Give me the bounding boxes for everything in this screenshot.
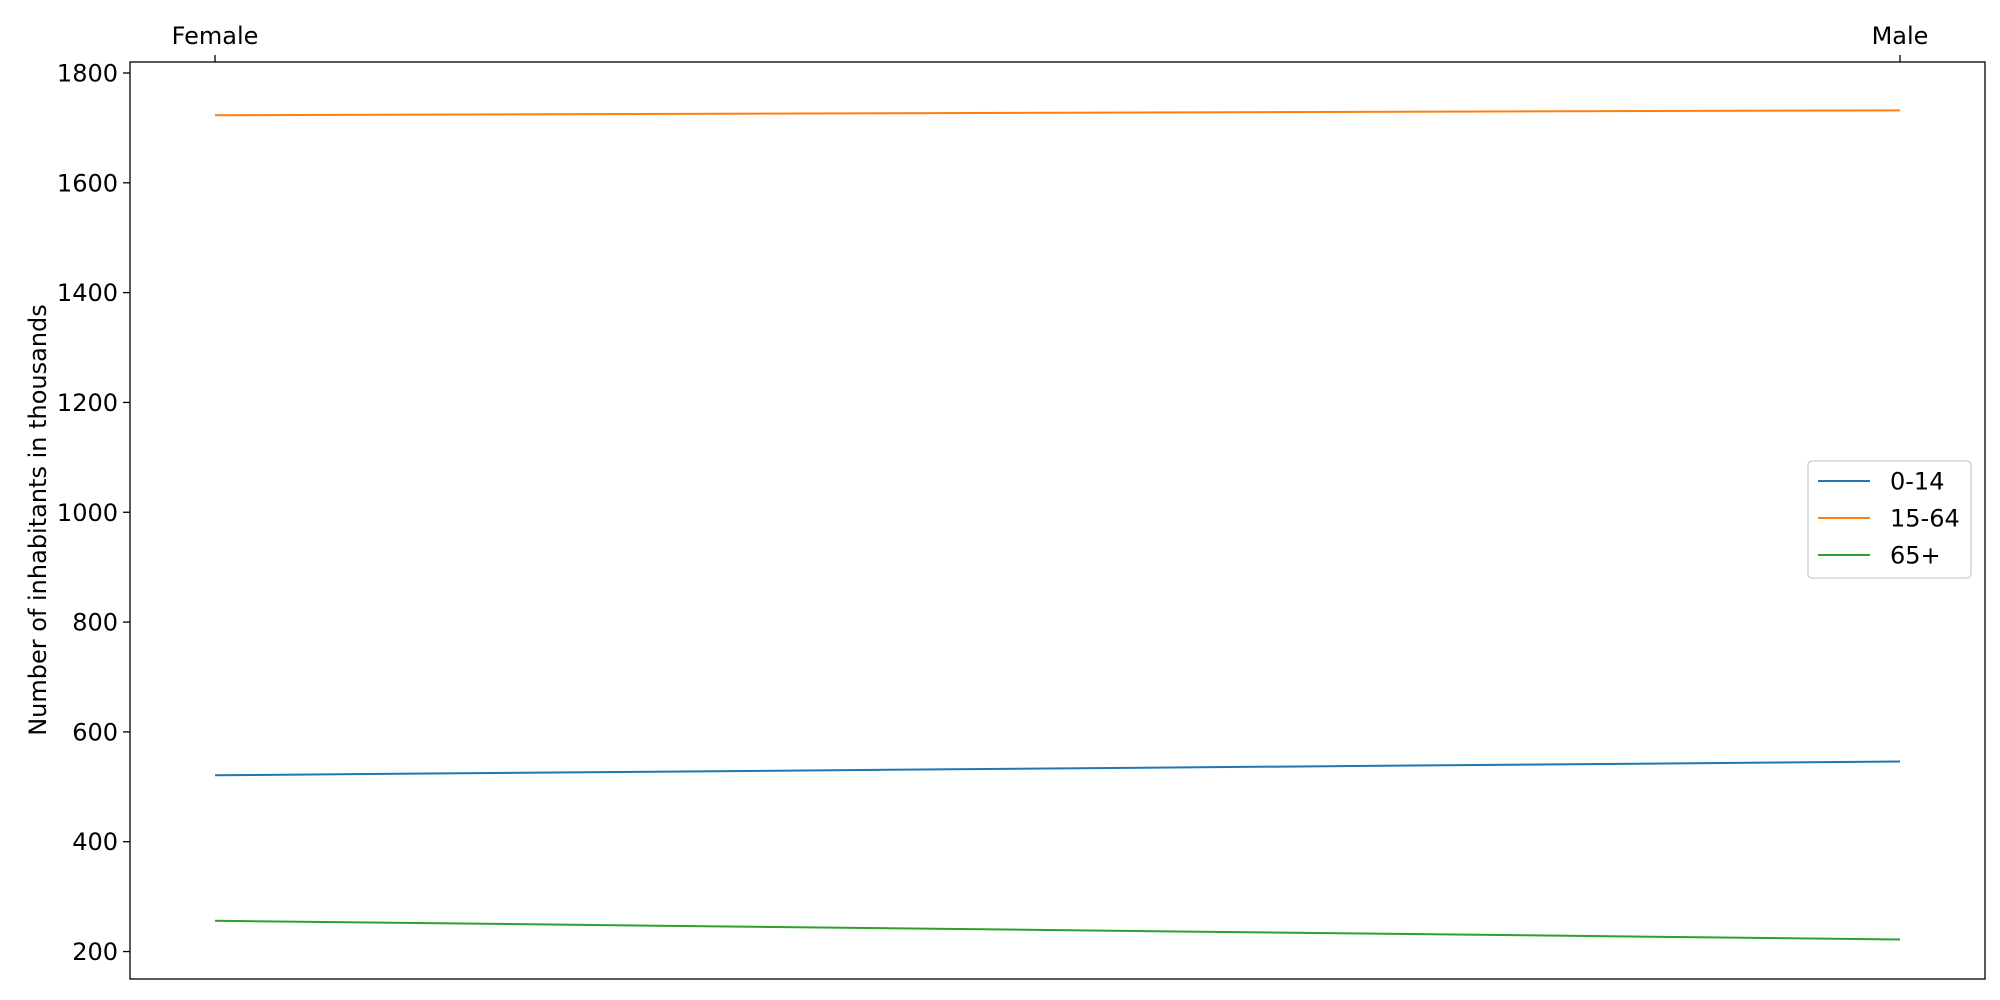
y-tick-label: 600 (72, 718, 118, 746)
y-tick-label: 1600 (57, 169, 118, 197)
y-tick-label: 1400 (57, 279, 118, 307)
y-tick-label: 1200 (57, 389, 118, 417)
plot-area (129, 61, 1986, 980)
x-tick-label: Female (172, 22, 259, 50)
y-tick-label: 400 (72, 828, 118, 856)
y-tick-label: 1000 (57, 499, 118, 527)
y-axis-label: Number of inhabitants in thousands (24, 304, 52, 736)
legend-label: 15-64 (1890, 505, 1960, 533)
y-tick-label: 800 (72, 609, 118, 637)
legend-label: 65+ (1890, 542, 1941, 570)
y-tick-label: 200 (72, 938, 118, 966)
legend-frame (1807, 460, 1972, 579)
series-lines (214, 109, 1901, 941)
series-line-65+ (214, 919, 1901, 941)
series-line-15-64 (214, 109, 1901, 117)
legend-items: 0-14 15-64 65+ (1818, 468, 1960, 570)
y-axis: 200 400 600 800 1000 1200 1400 1600 1800 (57, 59, 130, 966)
x-tick-label: Male (1872, 22, 1929, 50)
series-line-0-14 (214, 760, 1901, 777)
legend: 0-14 15-64 65+ (1807, 460, 1972, 579)
y-tick-label: 1800 (57, 59, 118, 87)
legend-label: 0-14 (1890, 468, 1944, 496)
x-axis: Female Male (172, 22, 1929, 62)
